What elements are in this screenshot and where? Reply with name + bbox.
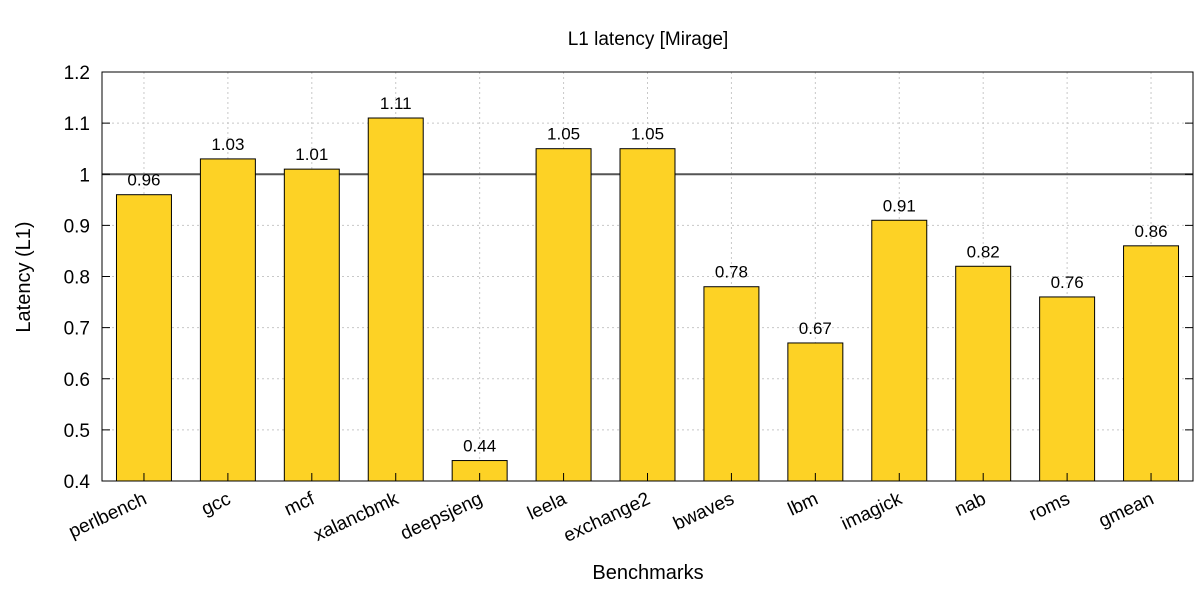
bar-roms bbox=[1039, 296, 1096, 482]
x-tick-label: nab bbox=[952, 488, 990, 520]
bar-mcf bbox=[283, 168, 340, 482]
data-label: 0.91 bbox=[883, 196, 916, 215]
x-tick-label: leela bbox=[524, 488, 570, 524]
data-label: 0.44 bbox=[463, 437, 496, 456]
bar-gmean bbox=[1123, 245, 1180, 482]
data-label: 0.67 bbox=[799, 319, 832, 338]
chart-title: L1 latency [Mirage] bbox=[568, 29, 729, 50]
y-tick-label: 0.5 bbox=[64, 421, 90, 442]
bar-perlbench bbox=[115, 194, 172, 482]
y-tick-label: 1.2 bbox=[64, 63, 90, 84]
y-tick-label: 1.1 bbox=[64, 114, 90, 135]
data-label: 1.05 bbox=[547, 125, 580, 144]
y-tick-label: 0.6 bbox=[64, 370, 90, 391]
bar-imagick bbox=[871, 219, 928, 482]
data-label: 0.96 bbox=[127, 171, 160, 190]
y-tick-label: 0.9 bbox=[64, 216, 90, 237]
y-axis-label: Latency (L1) bbox=[13, 221, 35, 332]
data-label: 0.86 bbox=[1134, 222, 1167, 241]
y-axis-ticks: 0.40.50.60.70.80.911.11.2 bbox=[64, 63, 1193, 493]
x-tick-label: imagick bbox=[838, 488, 906, 534]
y-tick-label: 1 bbox=[79, 165, 90, 186]
data-label: 1.03 bbox=[211, 135, 244, 154]
bar-nab bbox=[955, 265, 1012, 482]
y-tick-label: 0.8 bbox=[64, 268, 90, 289]
x-axis-label: Benchmarks bbox=[592, 562, 703, 584]
x-tick-label: gcc bbox=[198, 488, 234, 520]
x-tick-label: roms bbox=[1026, 488, 1073, 525]
bars-layer: 0.96 1.03 1.01 1.11 0.44 1.05 1.05 0.78 0.67 0.91… bbox=[115, 94, 1180, 482]
y-tick-label: 0.4 bbox=[64, 472, 91, 493]
data-label: 0.78 bbox=[715, 263, 748, 282]
bar-leela bbox=[535, 148, 592, 482]
bar-lbm bbox=[787, 342, 844, 482]
bar-gcc bbox=[199, 158, 256, 482]
data-label: 1.11 bbox=[380, 94, 412, 113]
data-label: 0.76 bbox=[1051, 273, 1084, 292]
data-label: 1.05 bbox=[631, 125, 664, 144]
x-tick-label: lbm bbox=[785, 488, 822, 520]
bar-xalancbmk bbox=[367, 117, 424, 482]
x-tick-label: perlbench bbox=[66, 488, 151, 542]
x-tick-label: exchange2 bbox=[560, 488, 653, 546]
y-tick-label: 0.7 bbox=[64, 319, 90, 340]
x-tick-label: bwaves bbox=[670, 488, 737, 534]
bar-exchange2 bbox=[619, 148, 676, 482]
data-label: 1.01 bbox=[295, 145, 328, 164]
x-tick-label: xalancbmk bbox=[311, 488, 403, 546]
x-tick-label: deepsjeng bbox=[397, 488, 485, 544]
bar-bwaves bbox=[703, 286, 760, 482]
x-tick-label: mcf bbox=[281, 488, 318, 520]
x-tick-label: gmean bbox=[1096, 488, 1158, 532]
data-label: 0.82 bbox=[967, 242, 1000, 261]
